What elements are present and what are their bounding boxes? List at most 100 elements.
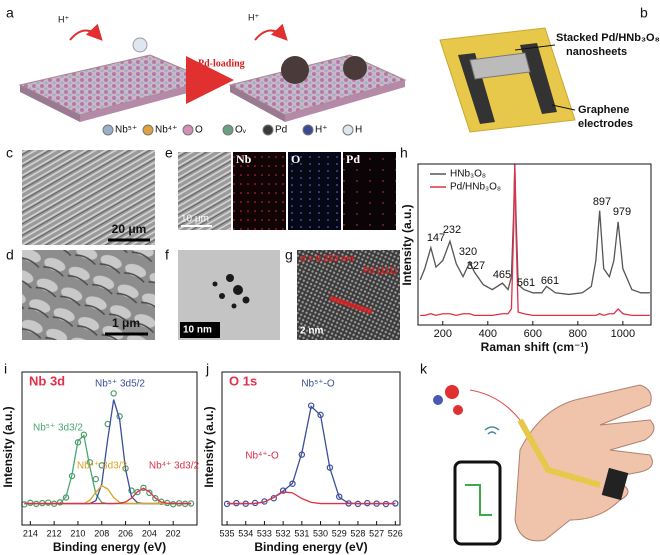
- legend-ball: [222, 124, 234, 136]
- pointer: [551, 104, 576, 111]
- x-tick-label: 533: [257, 528, 272, 538]
- data-point: [279, 487, 287, 494]
- x-tick-label: 212: [47, 528, 62, 538]
- legend-text: Nb⁴⁺: [155, 125, 177, 136]
- annotation: 979: [613, 206, 631, 218]
- plane-label: Pd (111): [363, 265, 397, 275]
- eds-map: [288, 152, 341, 230]
- panel-label: b: [640, 5, 648, 21]
- data-point: [146, 489, 153, 497]
- x-tick-label: 528: [350, 528, 365, 538]
- panel-label: g: [285, 247, 293, 263]
- legend-text: H⁺: [315, 125, 328, 136]
- arrow-label: Pd-loading: [198, 58, 245, 69]
- annotation: 897: [593, 196, 611, 208]
- eds-map: [233, 152, 286, 230]
- sem-image: [178, 152, 231, 230]
- chart-title: Nb 3d: [29, 373, 65, 388]
- pd-cluster: [281, 56, 309, 84]
- annotation: 561: [517, 277, 535, 289]
- arrow: [254, 23, 288, 41]
- x-tick-label: 208: [94, 528, 109, 538]
- x-tick-label: 200: [434, 328, 452, 340]
- x-axis-label: Binding energy (eV): [53, 540, 166, 554]
- data-point: [56, 499, 64, 506]
- annotation: Nb⁵⁺ 3d5/2: [95, 379, 145, 390]
- y-axis-label: Intensity (a.u.): [1, 406, 15, 487]
- electrode-label: Graphene: [578, 104, 629, 116]
- annotation: 661: [541, 275, 559, 287]
- plot-frame: [417, 163, 652, 326]
- electrode: [458, 53, 495, 124]
- hrtem-image: [297, 250, 400, 340]
- legend-ball: [262, 124, 274, 136]
- x-tick-label: 535: [220, 528, 235, 538]
- slab-edge: [285, 80, 405, 122]
- data-point: [110, 390, 117, 397]
- data-point: [152, 495, 159, 502]
- legend-text: H: [355, 125, 362, 136]
- annotation: 147: [427, 232, 445, 244]
- data-point: [92, 475, 100, 483]
- legend-ball: [302, 124, 314, 136]
- h-atom: [132, 37, 148, 53]
- annotation: 320: [459, 246, 477, 258]
- plane-marker: [329, 295, 373, 315]
- panel-label: f: [165, 247, 169, 263]
- x-tick-label: 210: [70, 528, 85, 538]
- pd-cluster: [343, 56, 367, 80]
- x-tick-label: 206: [118, 528, 133, 538]
- x-axis-label: Raman shift (cm⁻¹): [481, 340, 589, 354]
- panel-label: i: [4, 361, 7, 377]
- x-tick-label: 204: [142, 528, 157, 538]
- data-point: [336, 493, 343, 500]
- scale-text: 10 nm: [183, 325, 212, 336]
- panel-label: e: [165, 145, 173, 161]
- h-plus: H⁺: [58, 14, 69, 24]
- scale-text: 20 μm: [112, 222, 147, 236]
- x-tick-label: 527: [369, 528, 384, 538]
- series-line: [420, 164, 650, 317]
- annotation: 232: [443, 224, 461, 236]
- map-label: O: [291, 152, 300, 166]
- electrode: [520, 43, 557, 114]
- spacing-label: d = 0.233 nm: [300, 253, 354, 263]
- scale-text: 10 μm: [181, 214, 209, 225]
- legend-text: O: [195, 125, 203, 136]
- x-tick-label: 529: [332, 528, 347, 538]
- hand-illustration: [433, 384, 655, 546]
- charts: 200 400 600 800 1000 Raman shift (cm⁻¹) Intens…: [1, 163, 652, 554]
- annotation: 327: [467, 260, 485, 272]
- x-tick-label: 532: [276, 528, 291, 538]
- x-tick-label: 202: [166, 528, 181, 538]
- panel-label: d: [6, 247, 14, 263]
- annotation: 465: [493, 269, 511, 281]
- plot-frame: [221, 371, 401, 526]
- legend-text: Nb⁵⁺: [115, 125, 137, 136]
- map-label: Nb: [236, 152, 252, 166]
- map-label: Pd: [346, 152, 360, 166]
- data-point: [158, 498, 165, 505]
- chart-title: O 1s: [229, 373, 257, 388]
- y-axis-label: Intensity (a.u.): [400, 204, 414, 285]
- legend-text: Oᵥ: [235, 125, 247, 136]
- legend-text: Pd/HNb₃O₈: [450, 182, 501, 193]
- series-line: [419, 164, 650, 296]
- pointer: [514, 44, 556, 51]
- legend-ball: [182, 124, 194, 136]
- annotation: Nb⁴⁺ 3d3/2: [149, 461, 200, 472]
- data-point: [21, 501, 28, 508]
- x-tick-label: 600: [524, 328, 542, 340]
- eds-map: [343, 152, 396, 230]
- annotation: Nb⁴⁺-O: [245, 451, 279, 462]
- data-point: [74, 439, 82, 446]
- panel-label: a: [6, 5, 14, 21]
- data-point: [261, 498, 268, 505]
- x-tick-label: 534: [238, 528, 253, 538]
- annotation: Nb⁴⁺ 3d3/2: [77, 461, 128, 472]
- scale-text: 1 μm: [112, 316, 140, 330]
- substrate: [439, 27, 576, 133]
- data-point: [27, 499, 34, 507]
- panel-label: k: [420, 361, 428, 377]
- data-point: [44, 499, 52, 506]
